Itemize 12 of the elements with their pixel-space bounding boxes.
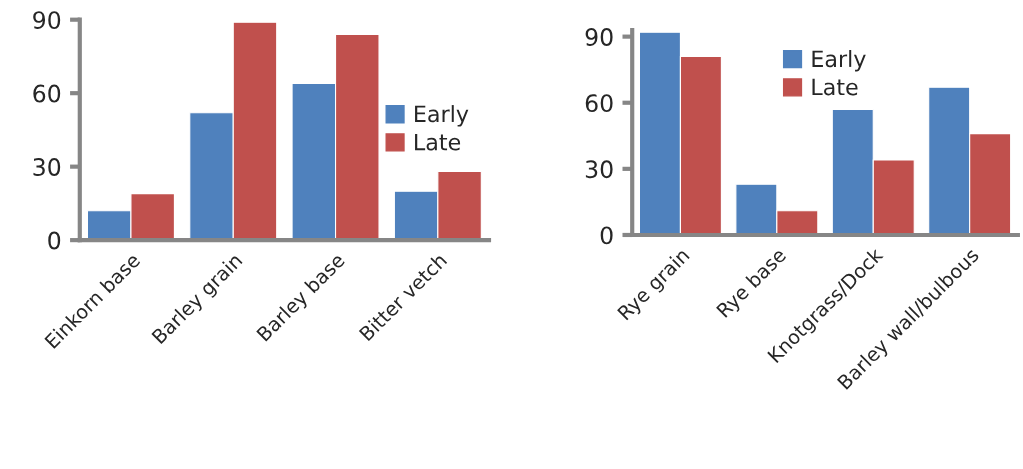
y-tick-label: 90: [585, 28, 613, 46]
legend-label: Early: [812, 50, 866, 72]
y-tick-label: 60: [33, 84, 61, 103]
y-tick-label: 0: [600, 226, 613, 245]
y-tick-label: 30: [585, 160, 613, 179]
legend-label: Late: [415, 133, 461, 151]
y-tick-label: 0: [48, 231, 61, 250]
y-tick-label: 60: [585, 94, 613, 113]
legend-label: Late: [812, 78, 858, 96]
y-tick-label: 90: [33, 11, 61, 29]
legend-label: Early: [415, 105, 469, 127]
y-tick-label: 30: [33, 158, 61, 176]
